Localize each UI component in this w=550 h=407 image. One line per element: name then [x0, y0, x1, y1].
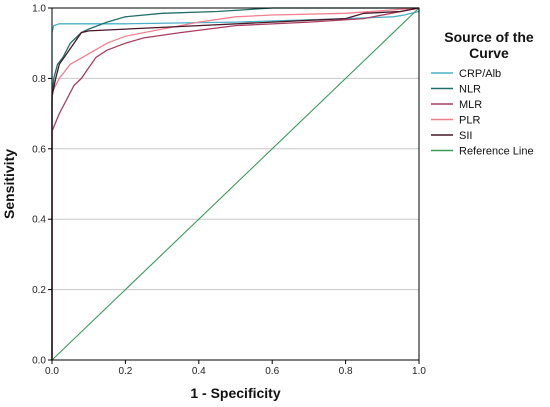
legend-label-nlr: NLR: [459, 84, 481, 96]
y-axis-title: Sensitivity: [1, 149, 17, 219]
x-tick-label-2: 0.4: [192, 366, 206, 377]
legend-label-mlr: MLR: [459, 99, 482, 111]
series-line-reference-line: [51, 7, 420, 361]
grid-lines: [52, 77, 419, 291]
series-line-mlr: [51, 7, 420, 360]
legend-label-crp-alb: CRP/Alb: [459, 68, 501, 80]
legend: Source of the Curve CRP/Alb NLR MLR PLR SII Re…: [431, 29, 534, 158]
legend-items: CRP/Alb NLR MLR PLR SII Reference Line: [431, 68, 534, 158]
y-tick-label-0: 0.0: [32, 356, 46, 367]
x-tick-label-5: 1.0: [412, 366, 426, 377]
series-line-plr: [51, 7, 420, 360]
legend-label-sii: SII: [459, 130, 472, 142]
x-axis-title: 1 - Specificity: [190, 385, 280, 401]
legend-title: Source of the Curve: [444, 29, 534, 61]
y-tick-label-3: 0.6: [32, 144, 46, 155]
y-tick-label-2: 0.4: [32, 215, 46, 226]
x-tick-label-3: 0.6: [265, 366, 279, 377]
series-line-sii: [51, 7, 420, 360]
x-tick-label-1: 0.2: [118, 366, 132, 377]
legend-label-plr: PLR: [459, 115, 480, 127]
legend-label-reference-line: Reference Line: [459, 146, 534, 158]
axis-ticks: 0.0 0.2 0.4 0.6 0.8 1.0 0.0 0.2 0.4 0.6 0.8 1.0: [32, 4, 426, 378]
x-tick-label-4: 0.8: [339, 366, 353, 377]
series-line-nlr: [51, 7, 419, 360]
y-tick-label-1: 0.2: [32, 285, 46, 296]
series-line-crp-alb: [51, 8, 420, 360]
y-tick-label-5: 1.0: [32, 4, 46, 15]
plot-frame: [51, 7, 420, 361]
y-tick-label-4: 0.8: [32, 74, 46, 85]
series-lines: [51, 7, 420, 361]
x-tick-label-0: 0.0: [45, 366, 59, 377]
